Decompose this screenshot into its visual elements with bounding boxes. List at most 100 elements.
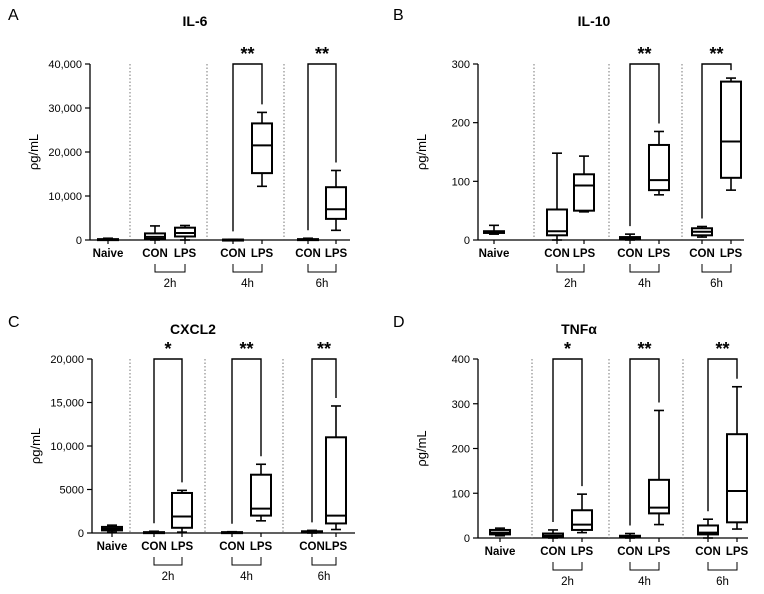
significance-bracket [153, 358, 183, 524]
group-bracket [701, 264, 732, 273]
group-bracket [153, 557, 183, 566]
y-axis-label: ρg/mL [28, 428, 43, 464]
panel-letter: A [8, 7, 19, 24]
box [573, 173, 595, 212]
group-label: 6h [318, 571, 331, 583]
y-tick-label: 300 [452, 59, 470, 71]
group-bracket [629, 264, 660, 273]
x-tick-label: LPS [325, 248, 348, 260]
y-tick-label: 40,000 [48, 59, 82, 71]
y-axis-label: ρg/mL [26, 134, 41, 170]
group-label: 4h [638, 576, 651, 588]
x-tick-label: LPS [251, 248, 274, 260]
group-label: 6h [716, 576, 729, 588]
y-tick-label: 5000 [60, 485, 84, 497]
box [571, 509, 593, 531]
x-tick-label: CON [544, 248, 570, 260]
y-tick-label: 20,000 [50, 354, 84, 366]
box [325, 186, 347, 220]
x-tick-label: CON [695, 546, 721, 558]
y-tick-label: 30,000 [48, 103, 82, 115]
x-tick-label: CON [220, 248, 246, 260]
panel-letter: D [393, 314, 405, 331]
x-tick-label: LPS [648, 546, 671, 558]
x-tick-label: LPS [648, 248, 671, 260]
x-tick-label: LPS [573, 248, 596, 260]
group-label: 6h [710, 278, 723, 290]
significance-bracket [707, 358, 738, 512]
chart-title: IL-6 [183, 13, 208, 29]
significance-label: ** [240, 44, 254, 64]
chart-title: TNFα [561, 321, 597, 337]
x-tick-label: Naive [479, 248, 510, 260]
group-bracket [629, 562, 660, 571]
y-axis-label: ρg/mL [414, 134, 429, 170]
group-label: 2h [561, 576, 574, 588]
x-tick-label: LPS [726, 546, 749, 558]
y-tick-label: 0 [464, 235, 470, 247]
significance-label: ** [637, 339, 651, 359]
x-tick-label: CON [142, 248, 168, 260]
group-label: 2h [164, 278, 177, 290]
y-tick-label: 10,000 [50, 441, 84, 453]
box [648, 478, 670, 515]
y-tick-label: 300 [452, 399, 470, 411]
box [648, 143, 670, 192]
x-tick-label: LPS [571, 546, 594, 558]
x-tick-label: CON [141, 541, 167, 553]
x-tick-label: Naive [485, 546, 516, 558]
group-bracket [311, 557, 337, 566]
group-label: 6h [316, 278, 329, 290]
significance-bracket [307, 63, 337, 231]
significance-label: * [564, 339, 571, 359]
significance-bracket [552, 358, 583, 522]
box [251, 122, 273, 175]
group-label: 4h [638, 278, 651, 290]
group-bracket [707, 562, 738, 571]
group-bracket [552, 562, 583, 571]
panel-letter: C [8, 314, 20, 331]
y-tick-label: 15,000 [50, 398, 84, 410]
x-tick-label: CON [617, 248, 643, 260]
x-tick-label: CON [689, 248, 715, 260]
significance-label: * [164, 339, 171, 359]
chart-title: CXCL2 [170, 321, 216, 337]
y-tick-label: 200 [452, 444, 470, 456]
group-label: 4h [240, 571, 253, 583]
y-tick-label: 100 [452, 176, 470, 188]
x-tick-label: CON [299, 541, 325, 553]
chart-title: IL-10 [578, 13, 611, 29]
group-label: 2h [564, 278, 577, 290]
group-bracket [231, 557, 262, 566]
panel-letter: B [393, 7, 404, 24]
significance-label: ** [315, 44, 329, 64]
y-tick-label: 20,000 [48, 147, 82, 159]
box [726, 433, 748, 524]
x-tick-label: LPS [171, 541, 194, 553]
x-tick-label: LPS [174, 248, 197, 260]
group-label: 2h [162, 571, 175, 583]
x-tick-label: LPS [720, 248, 743, 260]
group-bracket [556, 264, 585, 273]
significance-label: ** [317, 339, 331, 359]
significance-bracket [629, 63, 660, 227]
significance-bracket [701, 63, 732, 219]
y-tick-label: 400 [452, 354, 470, 366]
group-bracket [154, 264, 186, 273]
y-tick-label: 0 [76, 235, 82, 247]
significance-bracket [232, 63, 263, 232]
x-tick-label: CON [219, 541, 245, 553]
x-tick-label: LPS [250, 541, 273, 553]
significance-label: ** [709, 44, 723, 64]
box [720, 80, 742, 179]
x-tick-label: Naive [97, 541, 128, 553]
y-tick-label: 10,000 [48, 191, 82, 203]
box [171, 491, 193, 529]
group-label: 4h [241, 278, 254, 290]
group-bracket [232, 264, 263, 273]
x-tick-label: LPS [325, 541, 348, 553]
x-tick-label: CON [617, 546, 643, 558]
box [697, 524, 719, 536]
significance-bracket [231, 358, 262, 524]
